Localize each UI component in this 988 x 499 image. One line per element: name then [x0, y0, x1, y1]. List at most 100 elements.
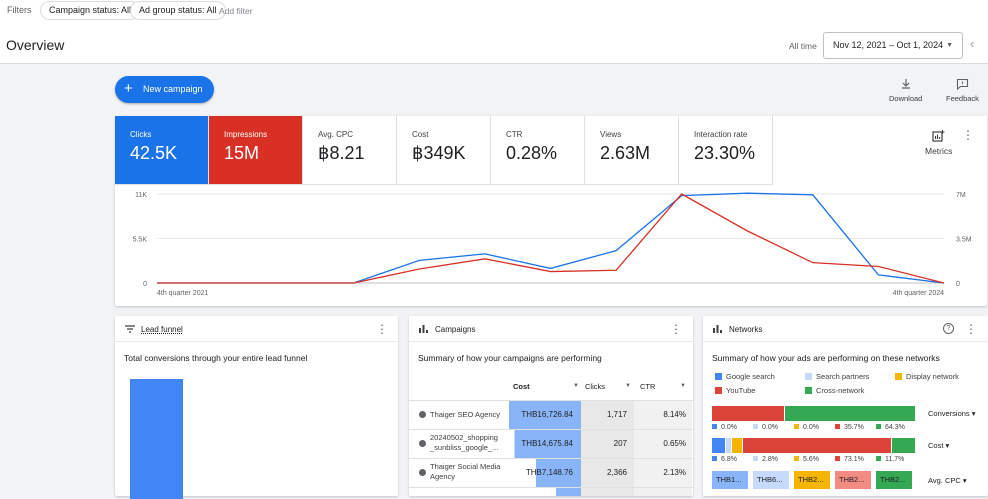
- add-filter-link[interactable]: Add filter: [219, 6, 253, 16]
- column-header-label: Clicks: [585, 382, 605, 391]
- lead-funnel-title[interactable]: Lead funnel: [141, 325, 183, 334]
- ctr-cell: [634, 488, 692, 496]
- filter-chip-campaign-status[interactable]: Campaign status: All: [40, 1, 141, 20]
- metrics-button-label: Metrics: [925, 146, 953, 156]
- campaigns-subtitle: Summary of how your campaigns are perfor…: [418, 353, 602, 363]
- clicks-cell: 207: [581, 430, 634, 458]
- metric-select[interactable]: Conversions ▾: [928, 409, 976, 418]
- new-campaign-label: New campaign: [143, 84, 203, 94]
- more-vert-icon[interactable]: ⋮: [670, 322, 682, 336]
- lead-funnel-subtitle: Total conversions through your entire le…: [124, 353, 308, 363]
- top-bar: Filters Campaign status: All Ad group st…: [0, 0, 988, 64]
- page-title: Overview: [6, 37, 65, 53]
- metric-value: 23.30%: [694, 143, 756, 163]
- bar-chart-icon: [713, 325, 722, 333]
- filters-label: Filters: [7, 5, 32, 15]
- performance-line-chart: 0 5.5K 11K 0 3.5M 7M 4th quarter 2021 4th quart…: [133, 192, 972, 297]
- avg-cpc-value: THB6...: [753, 471, 789, 489]
- campaign-name[interactable]: 20240502_shopping _sunbliss_google_...: [430, 433, 499, 452]
- new-campaign-button[interactable]: + New campaign: [115, 76, 214, 103]
- metric-impressions[interactable]: Impressions 15M: [209, 116, 303, 184]
- metric-ctr[interactable]: CTR 0.28%: [491, 116, 585, 184]
- clicks-cell: 2,366: [581, 459, 634, 487]
- help-icon[interactable]: ?: [943, 323, 954, 334]
- caret-down-icon: ▼: [573, 383, 579, 389]
- metric-avg-cpc[interactable]: Avg. CPC ฿8.21: [303, 116, 397, 184]
- avg-cpc-value: THB2...: [835, 471, 871, 489]
- status-dot-icon: [419, 411, 426, 418]
- feedback-icon: [956, 78, 969, 90]
- chevron-left-icon[interactable]: ‹: [970, 36, 975, 51]
- metric-select[interactable]: Avg. CPC ▾: [928, 476, 967, 485]
- legend-google-search: Google search: [715, 372, 775, 381]
- table-row[interactable]: Thaiger Social Media Agency THB7,148.76 2,…: [409, 458, 693, 487]
- network-bar-segment[interactable]: [725, 438, 731, 453]
- campaigns-title: Campaigns: [435, 325, 476, 334]
- more-vert-icon[interactable]: ⋮: [376, 322, 388, 336]
- metric-label: Cost: [412, 130, 429, 139]
- more-vert-icon[interactable]: ⋮: [965, 322, 977, 336]
- table-row[interactable]: 20240502_shopping _sunbliss_google_... TH…: [409, 429, 693, 458]
- network-bar-segment[interactable]: [712, 438, 725, 453]
- download-button[interactable]: Download: [889, 78, 922, 103]
- campaign-name[interactable]: Thaiger Social Media Agency: [430, 462, 501, 481]
- metric-label: Views: [600, 130, 622, 139]
- legend-youtube: YouTube: [715, 386, 755, 395]
- date-range-value: Nov 12, 2021 – Oct 1, 2024: [833, 40, 944, 50]
- left-axis-tick: 0: [143, 281, 147, 288]
- campaign-name[interactable]: Thaiger SEO Agency: [430, 410, 501, 419]
- metric-value: 2.63M: [600, 143, 651, 163]
- card-divider: [703, 341, 988, 342]
- metric-value: 42.5K: [130, 143, 178, 163]
- network-share-label: 0.0%: [712, 424, 737, 431]
- ctr-cell: 8.14%: [634, 401, 692, 429]
- caret-down-icon: ▼: [625, 383, 631, 389]
- overview-chart-card: Clicks 42.5K Impressions 15M Avg. CPC ฿8…: [115, 116, 987, 306]
- campaigns-card: Campaigns ⋮ Summary of how your campaign…: [409, 316, 693, 496]
- metrics-button[interactable]: Metrics: [925, 130, 952, 156]
- table-row[interactable]: Thaiger SEO Agency THB16,726.84 1,717 8.14%: [409, 400, 693, 429]
- feedback-button[interactable]: Feedback: [946, 78, 979, 103]
- avg-cpc-value: THB1...: [712, 471, 748, 489]
- network-share-label: 64.3%: [876, 424, 905, 431]
- network-bar-segment[interactable]: [784, 406, 915, 421]
- download-label: Download: [889, 94, 923, 103]
- column-header-clicks[interactable]: Clicks ▼: [585, 382, 635, 391]
- metric-views[interactable]: Views 2.63M: [585, 116, 679, 184]
- cost-cell: [509, 488, 581, 496]
- metric-label: CTR: [506, 130, 523, 139]
- left-axis-tick: 5.5K: [133, 237, 148, 244]
- filter-chip-ad-group-status[interactable]: Ad group status: All: [130, 1, 226, 20]
- metric-interaction-rate[interactable]: Interaction rate 23.30%: [679, 116, 773, 184]
- network-bar-segment[interactable]: [892, 438, 915, 453]
- networks-card: Networks ? ⋮ Summary of how your ads are…: [703, 316, 988, 496]
- card-divider: [115, 341, 398, 342]
- metric-divider: [115, 184, 773, 185]
- column-header-ctr[interactable]: CTR ▼: [640, 382, 690, 391]
- network-bar-segment[interactable]: [743, 438, 892, 453]
- status-dot-icon: [419, 469, 426, 476]
- avg-cpc-value: THB2...: [876, 471, 912, 489]
- metric-clicks[interactable]: Clicks 42.5K: [115, 116, 209, 184]
- network-share-label: 0.0%: [794, 424, 819, 431]
- network-share-label: 35.7%: [835, 424, 864, 431]
- download-icon: [901, 79, 910, 89]
- metric-select[interactable]: Cost ▾: [928, 441, 950, 450]
- column-header-label: Cost: [513, 382, 530, 391]
- legend-display-network: Display network: [895, 372, 959, 381]
- caret-down-icon: ▼: [680, 383, 686, 389]
- funnel-bar[interactable]: [130, 379, 183, 499]
- ctr-cell: 0.65%: [634, 430, 692, 458]
- column-header-cost[interactable]: Cost ▼: [513, 382, 581, 391]
- network-bar-segment[interactable]: [712, 406, 784, 421]
- feedback-label: Feedback: [946, 94, 979, 103]
- metric-cost[interactable]: Cost ฿349K: [397, 116, 491, 184]
- plus-icon: +: [124, 80, 133, 97]
- network-bar-segment[interactable]: [731, 438, 742, 453]
- networks-title: Networks: [729, 325, 763, 334]
- date-range-picker[interactable]: Nov 12, 2021 – Oct 1, 2024 ▼: [823, 32, 963, 59]
- right-axis-tick: 3.5M: [956, 237, 972, 244]
- impressions-series-line: [157, 193, 945, 284]
- metric-label: Impressions: [224, 130, 268, 139]
- more-vert-icon[interactable]: ⋮: [962, 128, 974, 142]
